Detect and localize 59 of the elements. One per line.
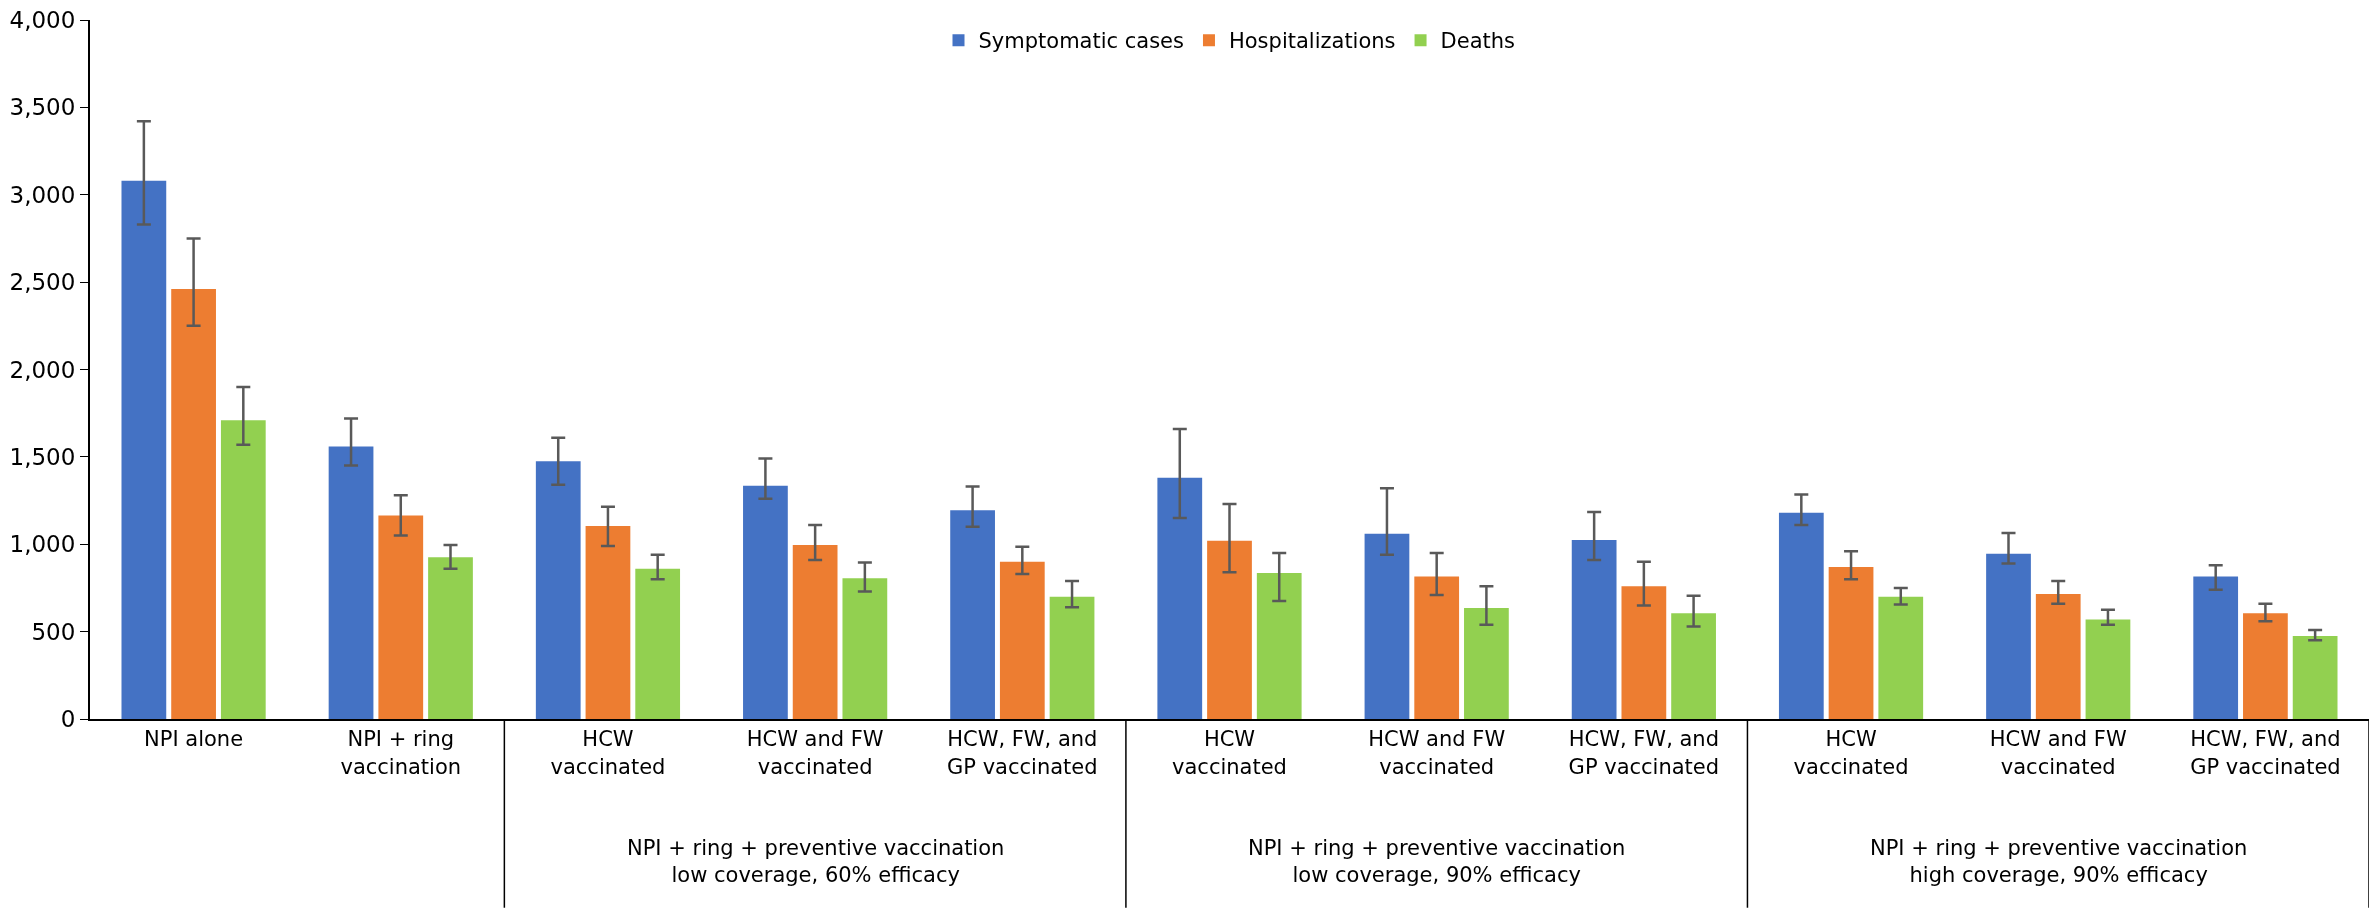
- y-tick-label: 0: [60, 706, 76, 733]
- x-tick-label: HCW vaccinated: [550, 727, 666, 779]
- y-tick-label: 4,000: [9, 7, 76, 34]
- bar: [950, 510, 995, 719]
- y-tick-label: 1,000: [9, 531, 76, 558]
- bar: [1828, 566, 1874, 719]
- y-tick-label: 2,500: [9, 269, 76, 296]
- bar: [1621, 586, 1667, 719]
- bar: [1464, 608, 1509, 719]
- bar: [792, 545, 838, 719]
- bar: [842, 578, 888, 719]
- y-tick-label: 1,500: [9, 443, 76, 470]
- x-tick-label: HCW and FW vaccinated: [1989, 727, 2127, 779]
- text: NPI + ring + preventive vaccination low coverage, 60% efficacy: [627, 836, 1005, 888]
- bar: [1671, 613, 1716, 719]
- bar: [220, 420, 266, 719]
- bar: [1414, 576, 1460, 719]
- bar: [2292, 635, 2338, 719]
- bar: [1256, 573, 1302, 719]
- bar: [1986, 553, 2031, 719]
- x-tick-label: HCW, FW, and GP vaccinated: [2190, 727, 2341, 779]
- x-tick-label: NPI + ring vaccination: [340, 727, 462, 779]
- text: NPI + ring + preventive vaccination low coverage, 90% efficacy: [1248, 836, 1626, 888]
- bar: [2085, 619, 2131, 719]
- y-tick-label: 3,000: [9, 181, 76, 208]
- legend-label: Deaths: [1440, 29, 1515, 54]
- bar: [2035, 594, 2081, 719]
- bar: [1878, 596, 1924, 719]
- legend-label: Hospitalizations: [1228, 29, 1396, 54]
- x-tick-label: HCW vaccinated: [1172, 727, 1287, 779]
- x-tick-label: HCW, FW, and GP vaccinated: [1568, 727, 1720, 779]
- x-tick-label: HCW, FW, and GP vaccinated: [947, 727, 1098, 779]
- bar: [2243, 613, 2288, 719]
- y-tick-label: 500: [31, 618, 76, 645]
- legend-label: Symptomatic cases: [978, 29, 1184, 54]
- bar: [1571, 539, 1617, 719]
- x-tick-label: HCW vaccinated: [1793, 727, 1909, 779]
- y-tick-label: 3,500: [9, 94, 76, 121]
- bar: [1364, 533, 1410, 719]
- x-tick-label: HCW and FW vaccinated: [1368, 727, 1506, 779]
- bar: [171, 289, 216, 719]
- bar: [428, 557, 473, 719]
- x-tick-label: HCW and FW vaccinated: [746, 727, 884, 779]
- bar: [585, 525, 631, 719]
- bar: [1778, 512, 1824, 719]
- bar: [999, 561, 1045, 719]
- bar: [378, 515, 424, 719]
- bar: [1049, 596, 1095, 719]
- bar: [121, 180, 167, 719]
- text: NPI + ring + preventive vaccination high coverage, 90% efficacy: [1870, 836, 2248, 888]
- bar: [2193, 576, 2239, 719]
- x-tick-label: NPI alone: [144, 727, 244, 752]
- bar: [328, 446, 374, 719]
- bar: [1157, 477, 1203, 719]
- y-tick-label: 2,000: [9, 356, 76, 383]
- bar: [743, 485, 788, 719]
- bar: [1207, 540, 1252, 719]
- bar: [535, 461, 581, 719]
- bar: [635, 568, 681, 719]
